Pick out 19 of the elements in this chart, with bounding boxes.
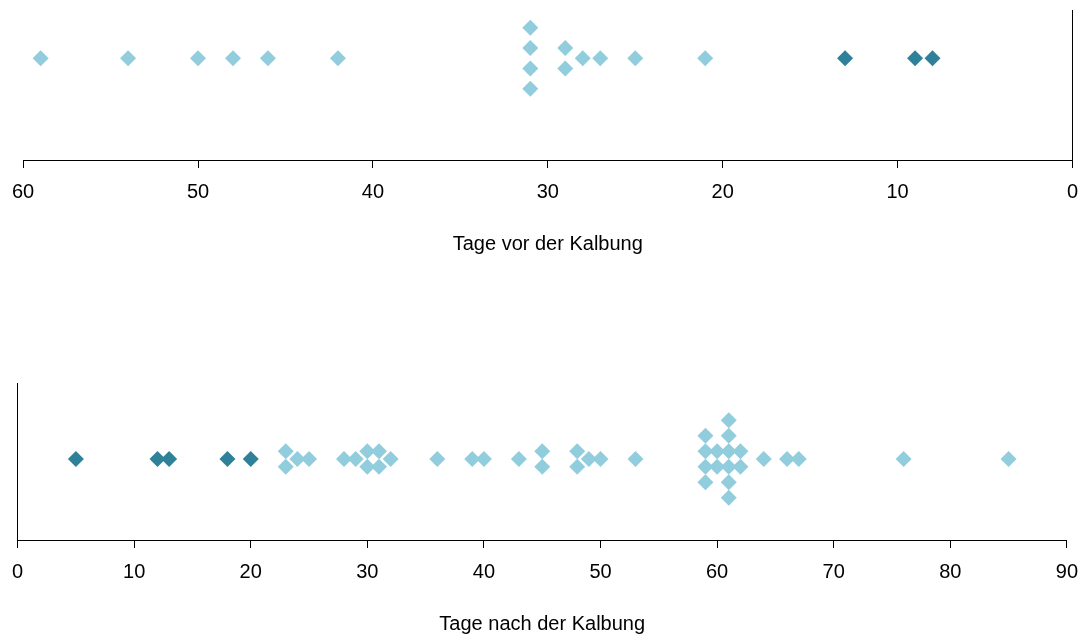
x-tick-label: 60 bbox=[705, 559, 729, 582]
x-axis-title: Tage nach der Kalbung bbox=[439, 611, 646, 634]
x-tick-label: 20 bbox=[711, 179, 734, 202]
x-tick-label: 0 bbox=[12, 559, 24, 582]
x-tick-label: 90 bbox=[1055, 559, 1078, 582]
x-tick-label: 40 bbox=[472, 559, 496, 582]
x-tick-label: 30 bbox=[356, 559, 379, 582]
x-tick-label: 10 bbox=[123, 559, 146, 582]
x-tick-label: 10 bbox=[886, 179, 909, 202]
x-axis-title: Tage vor der Kalbung bbox=[452, 231, 643, 254]
x-tick-label: 50 bbox=[186, 179, 210, 202]
x-tick-label: 70 bbox=[822, 559, 845, 582]
x-tick-label: 40 bbox=[361, 179, 385, 202]
x-tick-label: 0 bbox=[1066, 179, 1078, 202]
x-tick-label: 30 bbox=[536, 179, 559, 202]
x-tick-label: 60 bbox=[12, 179, 35, 202]
x-tick-label: 20 bbox=[239, 559, 262, 582]
x-tick-label: 50 bbox=[589, 559, 612, 582]
x-tick-label: 80 bbox=[939, 559, 962, 582]
